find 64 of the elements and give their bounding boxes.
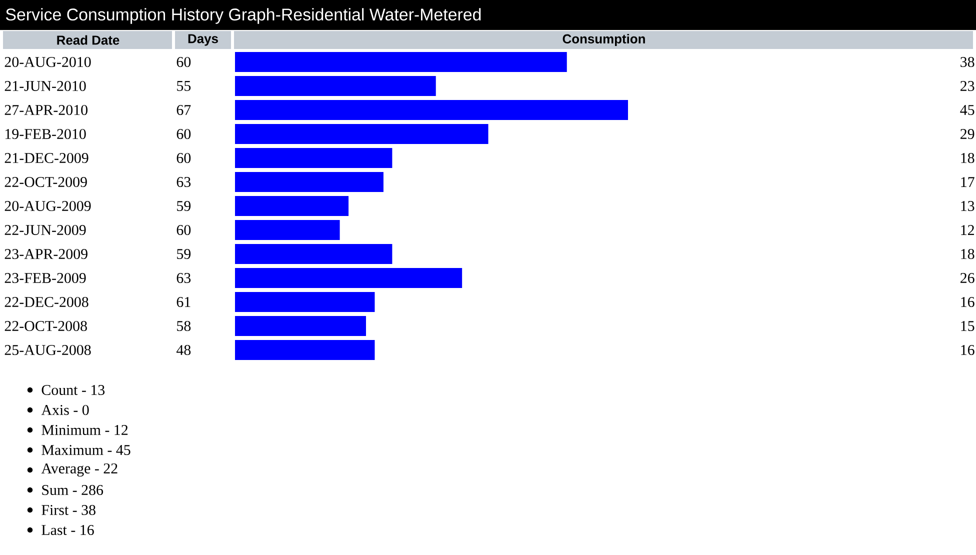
text: 48 [176, 344, 191, 356]
text: Last - 16 [42, 524, 94, 536]
text: Average - 22 [41, 463, 118, 477]
text: Minimum - 12 [42, 424, 128, 436]
data-label: 17 [961, 177, 974, 187]
text: Count - 13 [42, 384, 105, 396]
bar [235, 124, 488, 144]
y-tick-label: 19-FEB-2010 [6, 128, 86, 140]
bar [235, 244, 392, 264]
chart-title: Service Consumption History Graph-Residential Water-Metered [6, 8, 481, 24]
text: Axis - 0 [41, 404, 89, 416]
text: 60 [176, 128, 191, 140]
text: 55 [177, 81, 191, 91]
text: 58 [177, 320, 191, 332]
bar [235, 52, 567, 72]
data-label: 26 [960, 272, 974, 284]
y-tick-label: 23-APR-2009 [4, 248, 88, 260]
text: 63 [176, 272, 191, 284]
text: 63 [176, 176, 191, 188]
data-label: 29 [960, 128, 974, 140]
data-label: 16 [961, 296, 974, 308]
text: 59 [177, 248, 191, 260]
y-tick-label: 21-DEC-2009 [4, 152, 88, 164]
text: 60 [176, 56, 191, 68]
y-tick-label: 25-AUG-2008 [4, 344, 91, 356]
text: 67 [176, 104, 191, 116]
bar [235, 220, 340, 240]
data-label: 23 [960, 80, 974, 92]
data-label: 16 [961, 344, 974, 356]
y-tick-label: 22-OCT-2009 [4, 176, 87, 188]
bar [235, 268, 462, 288]
data-label: 12 [961, 225, 974, 235]
bar [235, 100, 628, 120]
text: Sum - 286 [42, 484, 104, 496]
bar [235, 172, 384, 192]
y-tick-label: 22-OCT-2008 [4, 320, 87, 332]
y-tick-label: 22-JUN-2009 [4, 224, 86, 236]
bar [235, 76, 436, 96]
text: 61 [176, 296, 190, 308]
x-axis-title: Consumption [562, 34, 645, 46]
text: 60 [176, 224, 191, 236]
text: 59 [177, 200, 191, 212]
y-tick-label: 20-AUG-2009 [4, 200, 91, 212]
data-label: 18 [961, 152, 974, 164]
data-label: 18 [961, 248, 974, 260]
data-label: 38 [960, 56, 974, 68]
data-label: 13 [961, 200, 974, 212]
y-tick-label: 21-JUN-2010 [4, 80, 86, 92]
y-tick-label: 20-AUG-2010 [4, 56, 91, 68]
text: First - 38 [42, 504, 96, 516]
y-axis-title: Read Date [57, 35, 120, 45]
text: Maximum - 45 [42, 444, 130, 456]
data-label: 15 [961, 321, 974, 332]
y-tick-label: 22-DEC-2008 [4, 296, 88, 308]
text: Days [188, 34, 218, 46]
data-label: 45 [960, 105, 974, 115]
y-tick-label: 23-FEB-2009 [4, 272, 86, 284]
bar [235, 340, 375, 360]
bar [235, 148, 392, 168]
bar [235, 196, 349, 216]
bar [235, 292, 375, 312]
text: 60 [176, 152, 191, 164]
y-tick-label: 27-APR-2010 [4, 104, 88, 116]
bar [235, 316, 366, 336]
